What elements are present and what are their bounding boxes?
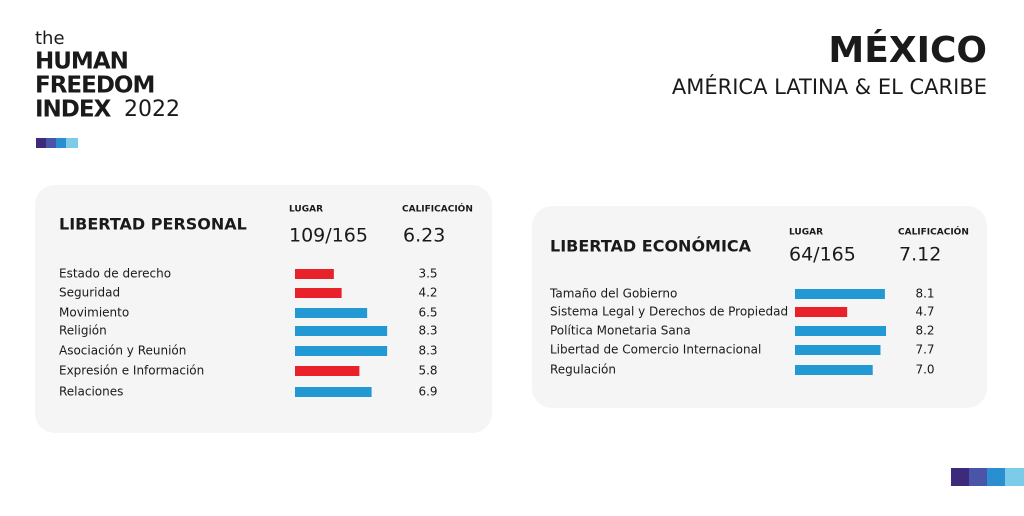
score: 6.23 [403,225,445,247]
category-label: Religión [59,324,107,338]
bar [295,288,342,298]
bar [795,289,885,299]
country: MÉXICO [828,29,987,71]
value-label: 6.5 [418,306,437,320]
logo-squares [36,138,78,148]
category-label: Estado de derecho [59,267,171,281]
category-label: Sistema Legal y Derechos de Propiedad [550,305,788,319]
logo-the: the [35,28,65,49]
value-label: 8.3 [418,324,437,338]
logo-year: 2022 [124,97,180,122]
category-label: Tamaño del Gobierno [549,287,677,301]
corner-squares [951,468,1024,486]
rank: 64/165 [789,244,856,266]
rank: 109/165 [289,225,368,247]
bar [295,387,372,397]
score: 7.12 [899,244,941,266]
category-label: Política Monetaria Sana [550,324,691,338]
logo-word: INDEX [35,97,112,123]
bar [295,308,368,318]
score-label: CALIFICACIÓN [402,203,473,215]
bar [295,326,388,336]
value-label: 5.8 [418,364,437,378]
bar [795,326,887,336]
category-label: Asociación y Reunión [59,344,186,358]
value-label: 7.0 [915,363,934,377]
bar [295,346,388,356]
category-label: Expresión e Información [59,364,204,378]
value-label: 4.2 [418,286,437,300]
rank-label: LUGAR [789,228,823,238]
value-label: 8.1 [915,287,934,301]
category-label: Regulación [550,363,616,377]
value-label: 6.9 [418,385,437,399]
category-label: Relaciones [59,385,123,399]
bar [295,269,334,279]
panel-title: LIBERTAD ECONÓMICA [550,237,752,256]
logo-word: FREEDOM [35,73,154,99]
bar [295,366,360,376]
category-label: Seguridad [59,286,120,300]
bar [795,307,848,317]
rank-label: LUGAR [289,205,323,215]
value-label: 3.5 [418,267,437,281]
bar [795,345,881,355]
logo-word: HUMAN [35,49,128,75]
category-label: Movimiento [59,306,129,320]
value-label: 7.7 [915,343,934,357]
score-label: CALIFICACIÓN [898,226,969,238]
value-label: 8.2 [915,324,934,338]
region: AMÉRICA LATINA & EL CARIBE [672,74,987,99]
panel [532,206,987,408]
panel-title: LIBERTAD PERSONAL [59,215,247,234]
category-label: Libertad de Comercio Internacional [550,343,761,357]
value-label: 8.3 [418,344,437,358]
value-label: 4.7 [915,305,934,319]
panel [35,185,492,433]
bar [795,365,873,375]
